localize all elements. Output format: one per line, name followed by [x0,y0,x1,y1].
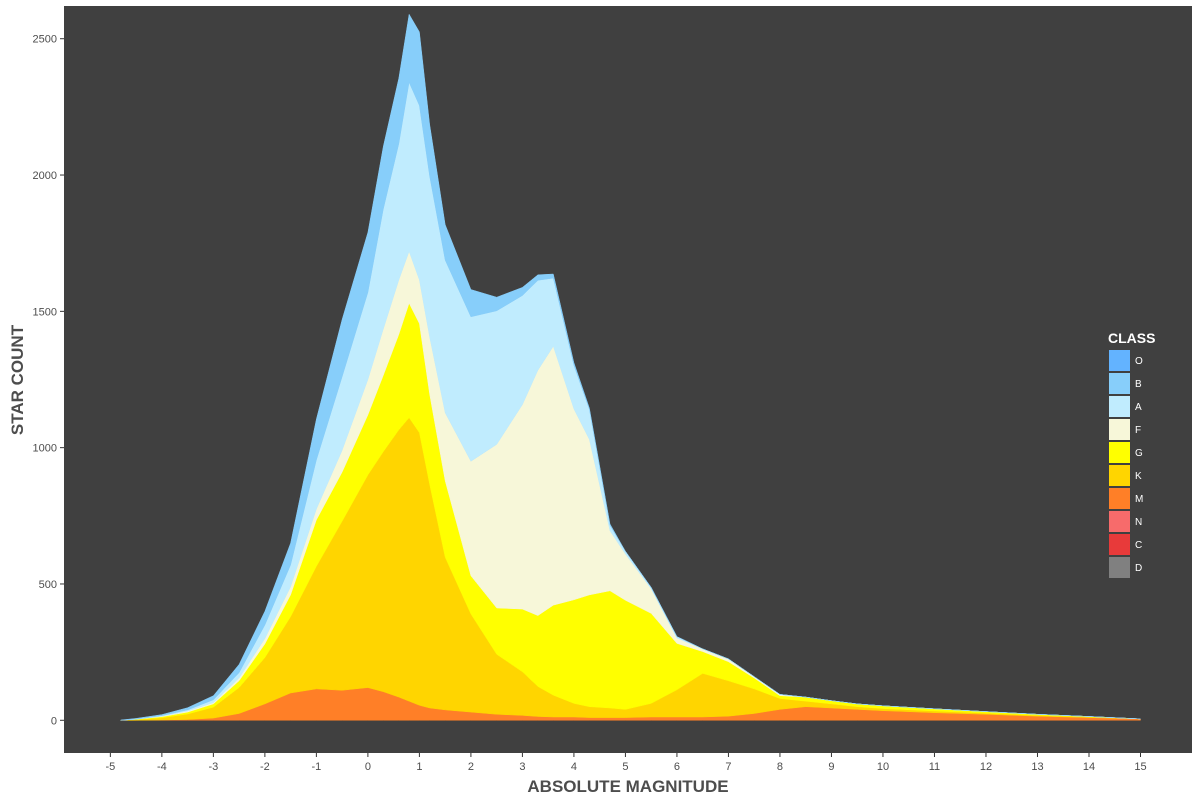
x-tick-label: 8 [777,761,783,773]
legend-label-c: C [1135,540,1142,551]
area-series-b [120,13,1141,721]
legend-swatch-m [1109,488,1130,509]
legend-swatch-g [1109,442,1130,463]
y-tick-label: 2500 [33,34,57,46]
legend-items: O B A F G K M N C D [1109,350,1143,578]
legend-label-f: F [1135,425,1141,436]
x-tick-label: 7 [725,761,731,773]
x-tick-label: 3 [519,761,525,773]
legend-label-a: A [1135,402,1142,413]
x-tick-label: 1 [416,761,422,773]
x-tick-label: 4 [571,761,577,773]
legend-swatch-n [1109,511,1130,532]
legend-label-o: O [1135,356,1143,367]
legend-label-g: G [1135,448,1143,459]
legend-label-b: B [1135,379,1142,390]
legend-label-n: N [1135,517,1142,528]
x-tick-label: 11 [929,761,940,773]
x-tick-label: 6 [674,761,680,773]
x-tick-label: 12 [980,761,992,773]
y-tick-label: 1000 [33,443,57,455]
x-tick-label: 0 [365,761,371,773]
y-tick-label: 500 [39,579,57,591]
legend-swatch-f [1109,419,1130,440]
stacked-areas [120,13,1141,721]
legend-label-d: D [1135,563,1142,574]
y-tick-label: 0 [51,715,57,727]
x-tick-label: 2 [468,761,474,773]
legend-swatch-b [1109,373,1130,394]
legend-swatch-d [1109,557,1130,578]
legend-swatch-c [1109,534,1130,555]
x-axis-title: ABSOLUTE MAGNITUDE [527,777,728,796]
y-tick-label: 1500 [33,306,57,318]
x-tick-label: -3 [208,761,218,773]
y-tick-label: 2000 [33,170,57,182]
x-tick-label: 15 [1134,761,1146,773]
legend-label-m: M [1135,494,1143,505]
x-tick-label: 13 [1031,761,1043,773]
x-tick-label: 5 [622,761,628,773]
y-axis: 0 500 1000 1500 2000 2500 [33,34,64,727]
x-tick-label: 9 [828,761,834,773]
x-axis: -5 -4 -3 -2 -1 0 1 2 3 4 5 6 7 8 9 10 11 12 13 14 15 [105,753,1147,773]
x-tick-label: -1 [311,761,321,773]
legend-swatch-k [1109,465,1130,486]
x-tick-label: -2 [260,761,270,773]
x-tick-label: -4 [157,761,167,773]
legend-title: CLASS [1108,330,1155,346]
legend-swatch-a [1109,396,1130,417]
x-tick-label: 14 [1083,761,1095,773]
x-tick-label: -5 [105,761,115,773]
x-tick-label: 10 [877,761,889,773]
legend-label-k: K [1135,471,1142,482]
y-axis-title: STAR COUNT [8,324,27,435]
legend-swatch-o [1109,350,1130,371]
legend: CLASS O B A F G K M N C D [1108,330,1155,578]
